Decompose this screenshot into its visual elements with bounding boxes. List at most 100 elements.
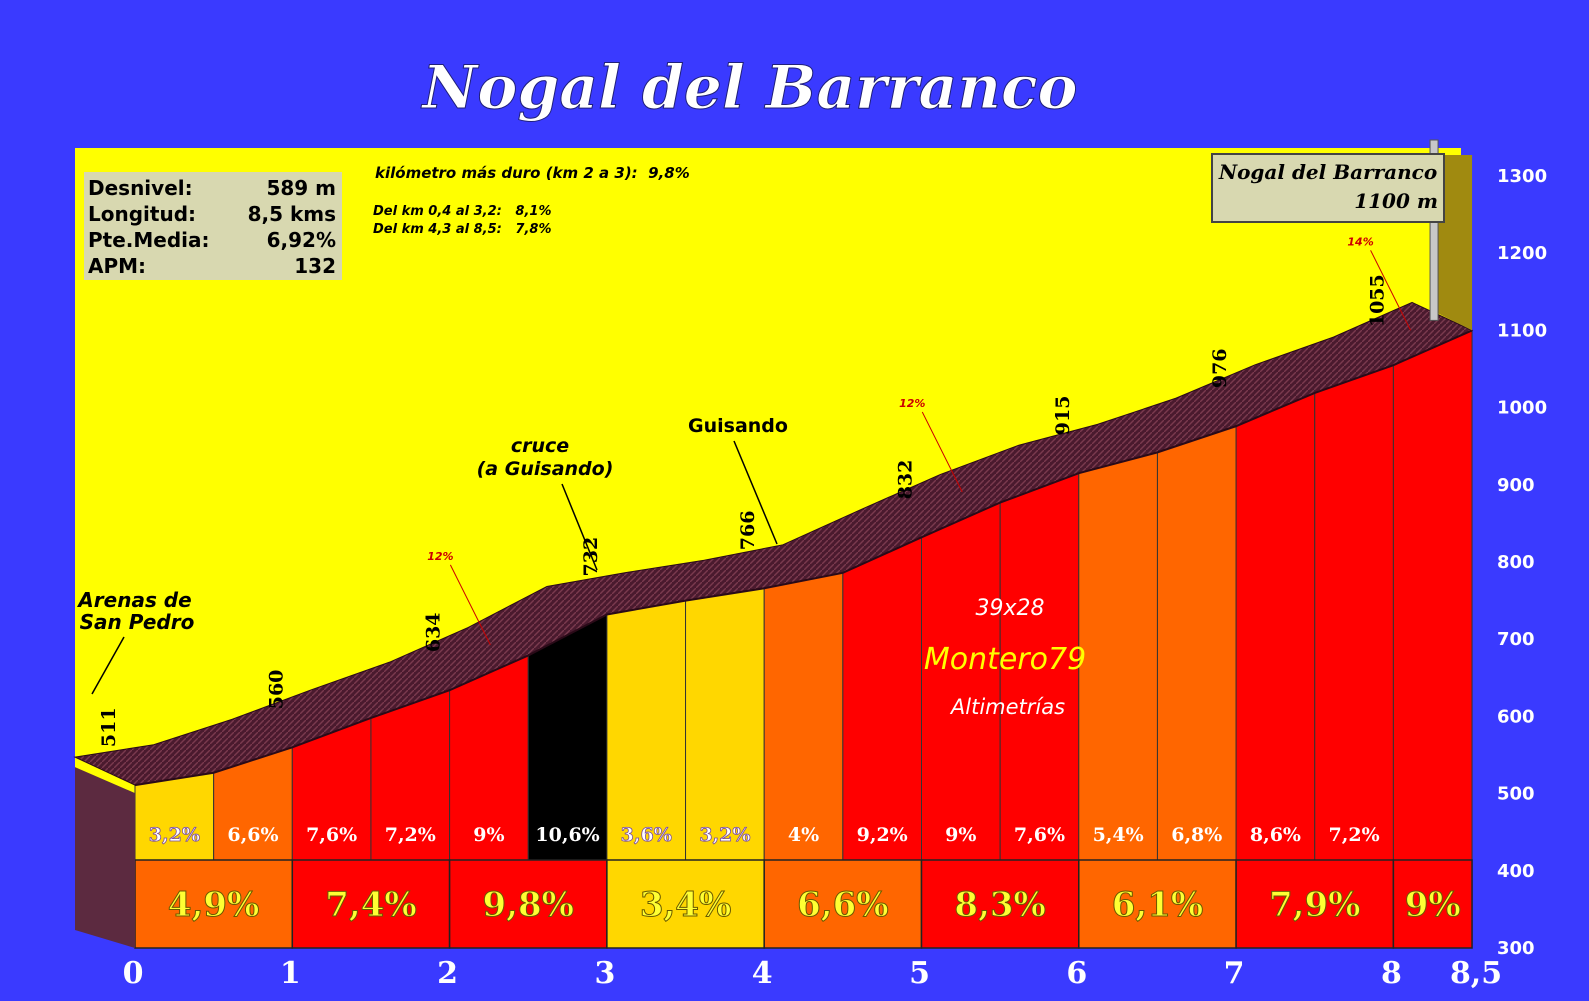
place-guisando: Guisando <box>688 415 788 437</box>
stat-label-longitud: Longitud: <box>88 202 196 226</box>
km-gradient-label: 8,3% <box>954 885 1045 925</box>
max-gradient-pointer <box>449 564 491 646</box>
stat-value-longitud: 8,5 kms <box>248 202 336 226</box>
summit-flag-pole <box>1429 139 1439 321</box>
stat-value-desnivel: 589 m <box>266 176 336 200</box>
y-tick-label: 700 <box>1497 629 1535 650</box>
x-tick-label: 2 <box>437 956 458 991</box>
half-km-gradient-label: 6,6% <box>227 824 278 846</box>
watermark-gear: 39x28 <box>975 596 1044 621</box>
place-cruce-line1: cruce <box>511 435 569 457</box>
y-tick-label: 1200 <box>1497 243 1547 264</box>
road-surface <box>73 301 1474 948</box>
altitude-label: 832 <box>895 460 917 500</box>
max-gradient-pointer <box>1370 250 1412 331</box>
half-km-gradient-label: 7,2% <box>385 824 436 846</box>
page-title: Nogal del Barranco <box>420 53 1077 123</box>
km-segment <box>1235 859 1395 949</box>
max-gradient-label: 12% <box>427 550 453 563</box>
max-gradient-label: 14% <box>1347 235 1373 248</box>
altitude-label: 766 <box>737 511 759 551</box>
watermark-sub: Altimetrías <box>949 695 1065 719</box>
y-tick-label: 800 <box>1497 552 1535 573</box>
half-km-segment <box>1156 425 1237 861</box>
gradient-notes: 12% 12% 14% <box>427 235 1412 646</box>
x-tick-label: 3 <box>594 956 615 991</box>
altitude-label: 511 <box>98 707 120 747</box>
x-axis: 0 1 2 3 4 5 6 7 8 8,5 <box>123 956 1503 991</box>
km-segment <box>920 859 1080 949</box>
half-km-gradient-label: 3,2% <box>699 824 750 846</box>
place-start-line1: Arenas de <box>76 588 191 612</box>
km-segment <box>291 859 451 949</box>
half-km-gradient-label: 4% <box>788 824 819 846</box>
half-km-segment <box>1392 329 1473 861</box>
altitude-label: 560 <box>265 670 287 710</box>
altitude-label: 1055 <box>1366 274 1388 327</box>
x-tick-label: 0 <box>123 956 144 991</box>
place-start-line2: San Pedro <box>80 610 195 634</box>
note-range-2: Del km 4,3 al 8,5: 7,8% <box>373 222 551 237</box>
km-gradient-label: 7,4% <box>325 885 416 925</box>
km-gradient-label: 3,4% <box>640 885 731 925</box>
y-tick-label: 400 <box>1497 861 1535 882</box>
half-km-segment <box>1235 392 1316 861</box>
y-tick-label: 1000 <box>1497 398 1547 419</box>
km-gradient-label: 7,9% <box>1269 885 1360 925</box>
km-gradient-label: 6,6% <box>797 885 888 925</box>
half-km-gradient-label: 5,4% <box>1093 824 1144 846</box>
profile-line <box>134 329 1473 787</box>
y-tick-label: 500 <box>1497 784 1535 805</box>
km-gradient-label: 6,1% <box>1112 885 1203 925</box>
y-tick-label: 600 <box>1497 706 1535 727</box>
x-tick-label: 5 <box>909 956 930 991</box>
half-km-gradient-label: 9% <box>945 824 976 846</box>
stat-value-pendiente: 6,92% <box>267 228 336 252</box>
stat-label-desnivel: Desnivel: <box>88 176 193 200</box>
max-gradient-pointer <box>921 411 963 493</box>
summit-box: Nogal del Barranco 1100 m <box>1211 153 1445 223</box>
half-km-gradient-label: 7,6% <box>306 824 357 846</box>
x-tick-label: 8,5 <box>1450 956 1502 991</box>
half-km-segments: 3,2% 6,6% 7,6% 7,2% 9% 10,6% 3,6% 3,2% 4% 9,2% 9% 7… <box>134 329 1473 861</box>
km-segment <box>606 859 765 949</box>
x-tick-label: 4 <box>752 956 773 991</box>
half-km-segment <box>842 536 922 861</box>
altitude-label: 634 <box>423 612 445 652</box>
max-gradient-label: 12% <box>899 397 925 410</box>
watermark-author: Montero79 <box>924 642 1086 677</box>
place-start-pointer <box>91 636 125 695</box>
altitude-label: 915 <box>1052 396 1074 436</box>
altitude-label: 976 <box>1209 348 1231 388</box>
km-segment <box>763 859 923 949</box>
half-km-segment <box>1078 451 1158 861</box>
half-km-segment <box>763 572 844 861</box>
y-tick-label: 900 <box>1497 475 1535 496</box>
place-cruce-pointer <box>561 483 598 571</box>
half-km-segment <box>606 600 687 861</box>
half-km-gradient-label: 3,6% <box>621 824 672 846</box>
half-km-segment <box>685 587 765 861</box>
y-tick-label: 300 <box>1497 938 1535 959</box>
km-segment <box>1392 859 1473 949</box>
x-tick-label: 6 <box>1066 956 1087 991</box>
place-guisando-pointer <box>733 440 778 545</box>
half-km-gradient-label: 3,2% <box>149 824 200 846</box>
note-range-1: Del km 0,4 al 3,2: 8,1% <box>373 204 551 219</box>
place-cruce-line2: (a Guisando) <box>477 458 614 480</box>
half-km-gradient-label: 10,6% <box>535 824 599 846</box>
half-km-segment <box>921 501 1001 861</box>
km-segments: 4,9% 7,4% 9,8% 3,4% 6,6% 8,3% 6,1% 7,9% 9% <box>134 859 1473 949</box>
stat-label-pendiente: Pte.Media: <box>88 228 210 252</box>
summit-altitude: 1100 m <box>1354 189 1438 213</box>
km-gradient-label: 9,8% <box>483 885 574 925</box>
stats-box: Desnivel: 589 m Longitud: 8,5 kms Pte.Me… <box>84 172 342 280</box>
summit-name: Nogal del Barranco <box>1218 160 1437 184</box>
y-tick-label: 1300 <box>1497 166 1547 187</box>
half-km-gradient-label: 7,2% <box>1329 824 1380 846</box>
half-km-segment <box>1314 364 1394 861</box>
km-gradient-label: 9% <box>1405 885 1461 925</box>
km-gradient-label: 4,9% <box>168 885 259 925</box>
note-hardest-km: kilómetro más duro (km 2 a 3): 9,8% <box>375 164 690 182</box>
